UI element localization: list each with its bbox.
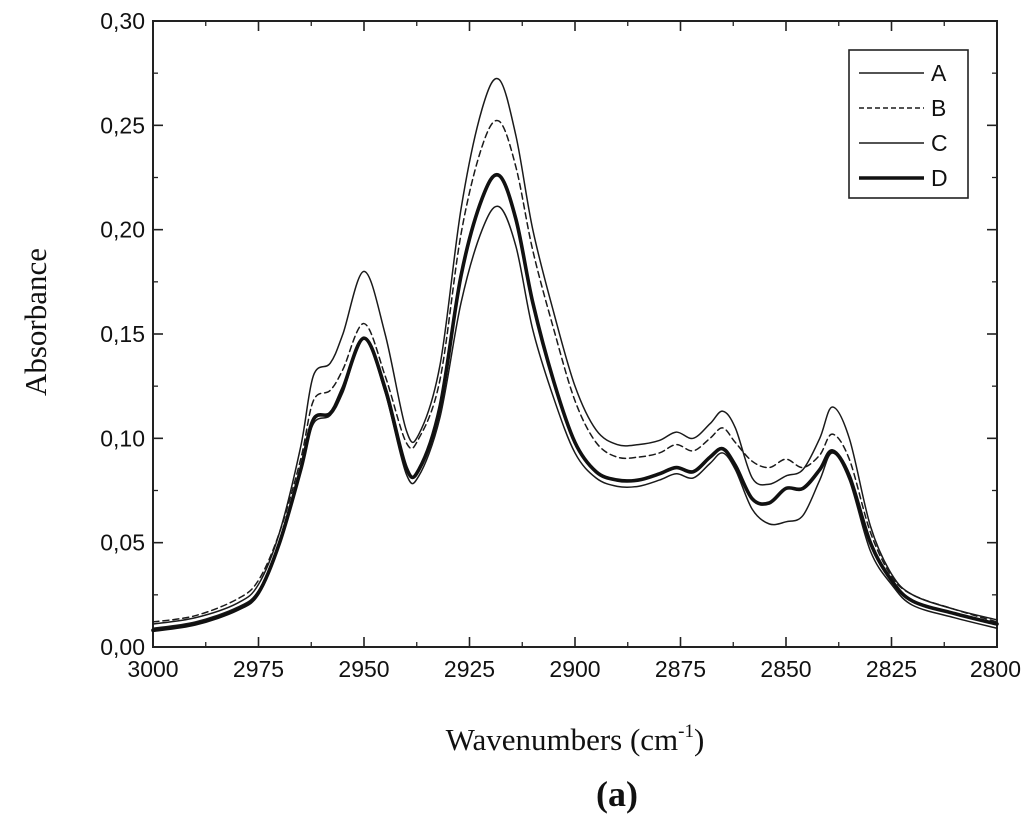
x-tick-label: 2900 [549,656,600,682]
x-axis-title-text: Wavenumbers (cm [446,722,679,757]
y-tick-label: 0,15 [100,321,145,347]
legend-label-c: C [931,130,948,156]
x-tick-label: 2850 [760,656,811,682]
x-tick-label: 2925 [444,656,495,682]
y-tick-label: 0,00 [100,634,145,660]
series-line-b [152,119,998,623]
series-lines [151,77,999,633]
y-tick-label: 0,25 [100,112,145,138]
x-axis: 3000 2975 2950 2925 2900 2875 2850 2825 2800 [127,21,1021,682]
y-tick-label: 0,30 [100,8,145,34]
x-tick-label: 2875 [655,656,706,682]
series-line-c [152,205,998,629]
x-tick-label: 3000 [127,656,178,682]
x-tick-label: 2825 [866,656,917,682]
legend-label-b: B [931,95,946,121]
legend-box [848,49,969,199]
x-axis-title-end: ) [694,722,704,757]
y-axis: 0,00 0,05 0,10 0,15 0,20 0,25 0,30 [100,8,997,660]
x-axis-title-superscript: -1 [678,721,694,742]
x-tick-label: 2975 [233,656,284,682]
x-axis-title: Wavenumbers (cm-1) [446,721,705,757]
y-tick-label: 0,10 [100,425,145,451]
series-line-d [151,172,999,633]
series-line-a [152,77,998,625]
y-tick-label: 0,05 [100,530,145,556]
x-tick-label: 2800 [970,656,1021,682]
x-tick-label: 2950 [338,656,389,682]
y-axis-title: Absorbance [18,248,53,396]
legend-label-d: D [931,165,948,191]
y-tick-label: 0,20 [100,217,145,243]
legend-label-a: A [931,60,947,86]
figure-caption: (a) [596,774,638,814]
